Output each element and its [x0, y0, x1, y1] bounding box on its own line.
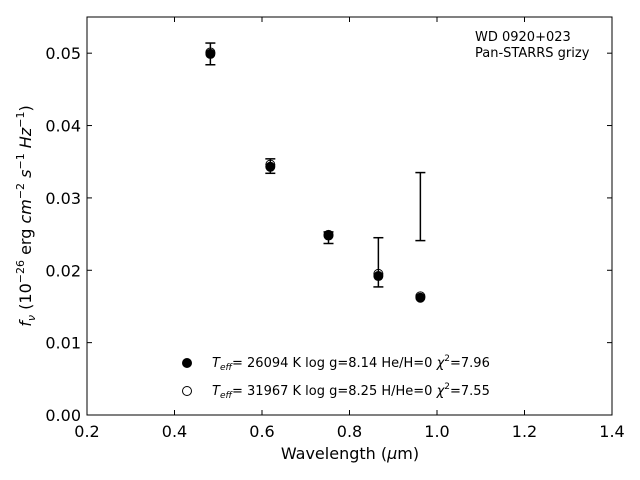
legend-entry-2: Teff= 31967 K log g=8.25 H/He=0 χ2=7.55	[212, 382, 490, 401]
y-tick-label: 0.02	[45, 261, 81, 280]
y-tick-label: 0.03	[45, 189, 81, 208]
y-tick-label: 0.00	[45, 406, 81, 425]
point-filled	[265, 161, 276, 172]
annotation-line-2: Pan-STARRS grizy	[475, 46, 590, 61]
legend: Teff= 26094 K log g=8.14 He/H=0 χ2=7.96 …	[182, 354, 490, 401]
annotation-line-1: WD 0920+023	[475, 30, 571, 45]
legend-marker-open	[182, 386, 192, 396]
point-open	[323, 229, 334, 240]
x-tick-label: 1.2	[512, 422, 537, 441]
legend-marker-filled	[182, 358, 192, 368]
y-axis-label: fν (10−26 erg cm−2 s−1 Hz−1)	[14, 105, 38, 326]
data-points	[205, 47, 426, 303]
x-tick-label: 0.4	[162, 422, 187, 441]
point-open	[415, 291, 426, 302]
point-filled	[373, 271, 384, 282]
x-axis-label: Wavelength (μm)	[281, 444, 419, 463]
y-tick-label: 0.04	[45, 117, 81, 136]
x-tick-label: 0.6	[249, 422, 274, 441]
point-open	[205, 47, 216, 58]
x-axis-ticks: 0.2 0.4 0.6 0.8 1.0 1.2 1.4	[74, 17, 625, 441]
x-tick-label: 1.0	[424, 422, 449, 441]
x-tick-label: 1.4	[599, 422, 624, 441]
x-tick-label: 0.2	[74, 422, 99, 441]
y-tick-label: 0.01	[45, 334, 81, 353]
legend-entry-1: Teff= 26094 K log g=8.14 He/H=0 χ2=7.96	[212, 354, 490, 373]
y-axis-ticks: 0.00 0.01 0.02 0.03 0.04 0.05	[45, 44, 612, 425]
point-open	[373, 268, 384, 279]
x-tick-label: 0.8	[337, 422, 362, 441]
y-tick-label: 0.05	[45, 44, 81, 63]
plot-area	[86, 16, 613, 416]
point-open	[265, 159, 276, 170]
